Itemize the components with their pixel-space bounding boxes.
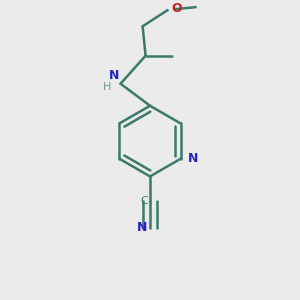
Text: O: O (172, 2, 182, 15)
Text: H: H (103, 82, 111, 92)
Text: C: C (140, 196, 148, 206)
Text: N: N (137, 221, 148, 235)
Text: N: N (188, 152, 198, 165)
Text: N: N (109, 69, 119, 82)
